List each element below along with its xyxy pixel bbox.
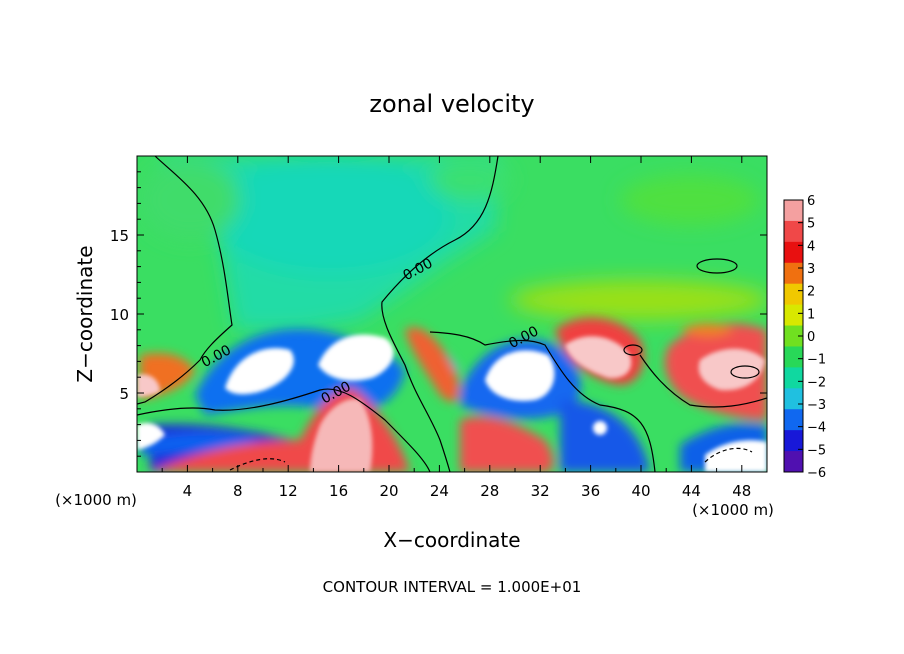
- y-tick-label: 5: [119, 385, 129, 403]
- colorbar-label: −4: [807, 421, 826, 436]
- x-tick-label: 4: [183, 482, 193, 500]
- colorbar-swatch: [784, 200, 803, 222]
- colorbar-label: 6: [807, 194, 815, 209]
- y-tick-label: 15: [110, 227, 129, 245]
- colorbar-label: −6: [807, 466, 826, 481]
- colorbar-swatch: [784, 325, 803, 347]
- contour-interval-note: CONTOUR INTERVAL = 1.000E+01: [323, 578, 582, 596]
- contour-dashed-right: [704, 447, 753, 463]
- y-axis-label: Z−coordinate: [73, 245, 97, 382]
- contour-zero-mid: [429, 331, 656, 472]
- contour-zero-right: [639, 354, 767, 408]
- x-tick-label: 40: [631, 482, 650, 500]
- colorbar-swatch: [784, 430, 803, 452]
- colorbar-label: 5: [807, 217, 815, 232]
- x-tick-label: 32: [531, 482, 550, 500]
- colorbar-swatch: [784, 451, 803, 473]
- colorbar-label: 0: [807, 330, 815, 345]
- y-axis: 5 10 15: [110, 171, 767, 457]
- colorbar-swatch: [784, 388, 803, 410]
- x-tick-label: 28: [480, 482, 499, 500]
- x-tick-label: 48: [732, 482, 751, 500]
- x-tick-label: 12: [279, 482, 298, 500]
- colorbar-label: 3: [807, 262, 815, 277]
- colorbar-swatch: [784, 220, 803, 243]
- contour-zero-lower-left: [137, 388, 431, 472]
- colorbar-label: −3: [807, 398, 826, 413]
- x-tick-label: 36: [581, 482, 600, 500]
- colorbar-swatch: [784, 283, 803, 306]
- contour-right-core: [730, 365, 760, 379]
- x-tick-label: 8: [233, 482, 243, 500]
- x-tick-label: 20: [379, 482, 398, 500]
- colorbar-label: −1: [807, 353, 826, 368]
- colorbar-label: −5: [807, 443, 826, 458]
- colorbar-swatch: [784, 262, 803, 285]
- colorbar-label: 1: [807, 307, 815, 322]
- colorbar-swatch: [784, 346, 803, 368]
- x-tick-label: 24: [430, 482, 449, 500]
- x-tick-label: 44: [682, 482, 701, 500]
- colorbar-swatch: [784, 304, 803, 327]
- colorbar-label: 2: [807, 285, 815, 300]
- x-tick-label: 16: [329, 482, 348, 500]
- chart-title: zonal velocity: [369, 90, 534, 118]
- colorbar-label: 4: [807, 239, 815, 254]
- field-smooth-layer: [140, 156, 767, 330]
- contour-small-oval: [623, 344, 643, 356]
- x-axis-label: X−coordinate: [383, 528, 520, 552]
- colorbar: 6 5 4 3 2 1 0 −1 −2 −3 −4 −5 −6: [783, 194, 826, 481]
- contour-upper-right-oval: [696, 258, 738, 274]
- contour-zero-upper: [381, 156, 499, 472]
- colorbar-label: −2: [807, 375, 826, 390]
- y-tick-label: 10: [110, 306, 129, 324]
- contour-dashed-low: [229, 458, 286, 471]
- colorbar-swatch: [784, 409, 803, 431]
- x-unit-right: (×1000 m): [692, 501, 774, 519]
- plot-area: [137, 156, 767, 472]
- colorbar-swatch: [784, 241, 803, 264]
- field-core-layer: [137, 334, 767, 472]
- colorbar-swatch: [784, 367, 803, 389]
- x-unit-left: (×1000 m): [55, 491, 137, 509]
- contour-lines: [137, 156, 767, 472]
- x-axis: 4 8 12 16 20 24 28 32 36 40 44 48: [161, 156, 751, 500]
- contour-zero-left: [137, 156, 233, 405]
